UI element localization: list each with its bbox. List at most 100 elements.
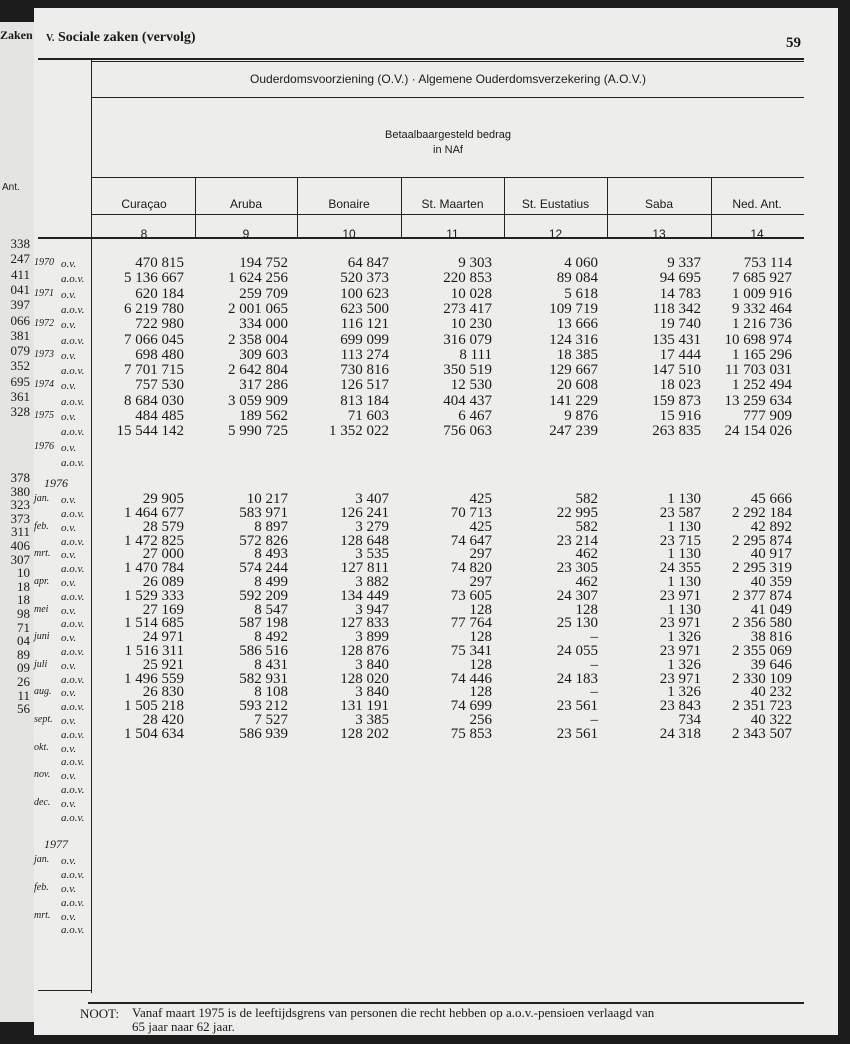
table-cell: 1 130: [667, 491, 701, 508]
table-cell: 40 359: [750, 574, 792, 590]
table-cell: 127 833: [340, 615, 389, 632]
table-cell: 2 295 319: [732, 560, 792, 577]
row-type-label: a.o.v.: [61, 508, 85, 520]
table-cell: 8 108: [254, 684, 288, 701]
column-number: 14: [750, 227, 764, 241]
table-cell: 73 605: [450, 587, 492, 604]
table-cell: 129 667: [549, 362, 598, 379]
adjacent-page-number: 09: [17, 660, 30, 676]
subtitle-line-1: Betaalbaargesteld bedrag: [385, 129, 511, 141]
table-cell: 592 209: [239, 587, 288, 604]
table-cell: 109 719: [549, 300, 598, 317]
row-period-label: nov.: [34, 769, 51, 781]
table-cell: 1 505 218: [124, 698, 184, 715]
table-cell: 128 648: [340, 532, 389, 549]
table-cell: 3 407: [355, 491, 389, 508]
table-cell: 124 316: [549, 331, 598, 348]
column-number: 9: [242, 227, 250, 241]
table-cell: 3 535: [355, 546, 389, 563]
adjacent-page-number: 04: [17, 633, 30, 649]
table-cell: 1 165 296: [732, 346, 792, 363]
row-period-label: 1974: [34, 379, 54, 391]
row-type-label: o.v.: [61, 258, 77, 270]
adjacent-page-number: 98: [17, 606, 30, 621]
table-cell: 134 449: [340, 587, 389, 604]
table-cell: 730 816: [340, 362, 389, 379]
table-cell: 2 377 874: [732, 587, 792, 604]
row-type-label: a.o.v.: [61, 924, 85, 937]
row-type-label: o.v.: [61, 380, 77, 393]
row-type-label: a.o.v.: [61, 535, 85, 548]
table-cell: 425: [469, 518, 493, 535]
table-cell: 1 496 559: [124, 670, 184, 687]
table-cell: –: [590, 656, 599, 673]
table-cell: 1 326: [667, 629, 701, 646]
adjacent-page-number: 323: [10, 497, 31, 513]
row-period-label: aug.: [34, 686, 52, 698]
table-cell: 2 642 804: [228, 362, 288, 379]
table-cell: 24 355: [659, 560, 701, 577]
row-type-label: o.v.: [61, 659, 77, 672]
row-period-label: sept.: [34, 714, 53, 725]
table-cell: 42 892: [750, 518, 792, 535]
column-divider: [607, 177, 608, 238]
table-cell: 722 980: [135, 316, 184, 333]
table-cell: 11 703 031: [725, 362, 792, 379]
table-cell: 8 499: [254, 574, 288, 590]
table-cell: 582: [575, 518, 599, 535]
table-cell: 317 286: [239, 377, 288, 394]
table-cell: 3 279: [355, 518, 389, 535]
column-number: 13: [652, 227, 666, 241]
table-cell: 128 202: [340, 725, 389, 742]
adjacent-page-number: 18: [17, 578, 30, 594]
table-cell: 2 351 723: [732, 698, 792, 715]
table-cell: 74 699: [450, 698, 492, 715]
table-cell: –: [590, 684, 599, 701]
table-cell: 334 000: [239, 316, 288, 333]
table-cell: 757 530: [135, 377, 184, 394]
table-cell: 8 684 030: [124, 392, 184, 409]
table-cell: 1 326: [667, 684, 701, 701]
column-header: Curaçao: [121, 197, 167, 211]
table-cell: 128 020: [340, 670, 389, 687]
table-cell: 586 516: [239, 643, 288, 659]
column-header: Saba: [644, 197, 674, 211]
row-type-label: o.v.: [61, 742, 77, 755]
table-cell: 587 198: [239, 615, 288, 632]
adjacent-page-number: 378: [10, 470, 31, 485]
column-divider: [711, 177, 712, 238]
block-year-heading: 1977: [44, 837, 68, 852]
row-type-label: o.v.: [61, 883, 77, 895]
column-number: 8: [140, 227, 148, 241]
row-type-label: a.o.v.: [61, 811, 85, 824]
table-cell: 8 897: [254, 518, 288, 535]
row-type-label: o.v.: [61, 411, 77, 423]
table-cell: 247 239: [549, 423, 598, 440]
table-cell: 20 608: [556, 377, 598, 394]
adjacent-page-number: 26: [17, 674, 30, 689]
row-type-label: a.o.v.: [61, 426, 85, 439]
table-cell: 2 355 069: [732, 643, 792, 659]
rule-bottom-left: [38, 990, 92, 991]
table-cell: 6 467: [458, 408, 492, 424]
table-cell: 40 322: [750, 712, 792, 728]
table-cell: 128: [469, 656, 493, 673]
row-type-label: o.v.: [61, 632, 77, 645]
table-title: Ouderdomsvoorziening (O.V.) · Algemene O…: [250, 72, 646, 86]
row-type-label: o.v.: [61, 770, 77, 783]
table-cell: 12 530: [450, 377, 492, 394]
table-cell: 194 752: [239, 255, 288, 271]
table-cell: 14 783: [659, 285, 701, 302]
table-cell: 24 307: [556, 587, 598, 604]
adjacent-page-number: 71: [17, 619, 30, 635]
row-type-label: a.o.v.: [61, 273, 85, 286]
table-cell: 27 169: [142, 601, 184, 618]
table-cell: 699 099: [340, 331, 389, 348]
table-cell: 141 229: [549, 392, 598, 409]
table-cell: 1 326: [667, 656, 701, 673]
row-type-label: o.v.: [61, 715, 77, 727]
table-cell: 19 740: [659, 316, 701, 333]
table-cell: 256: [469, 712, 493, 728]
row-period-label: feb.: [34, 882, 49, 893]
table-cell: 70 713: [450, 505, 492, 521]
